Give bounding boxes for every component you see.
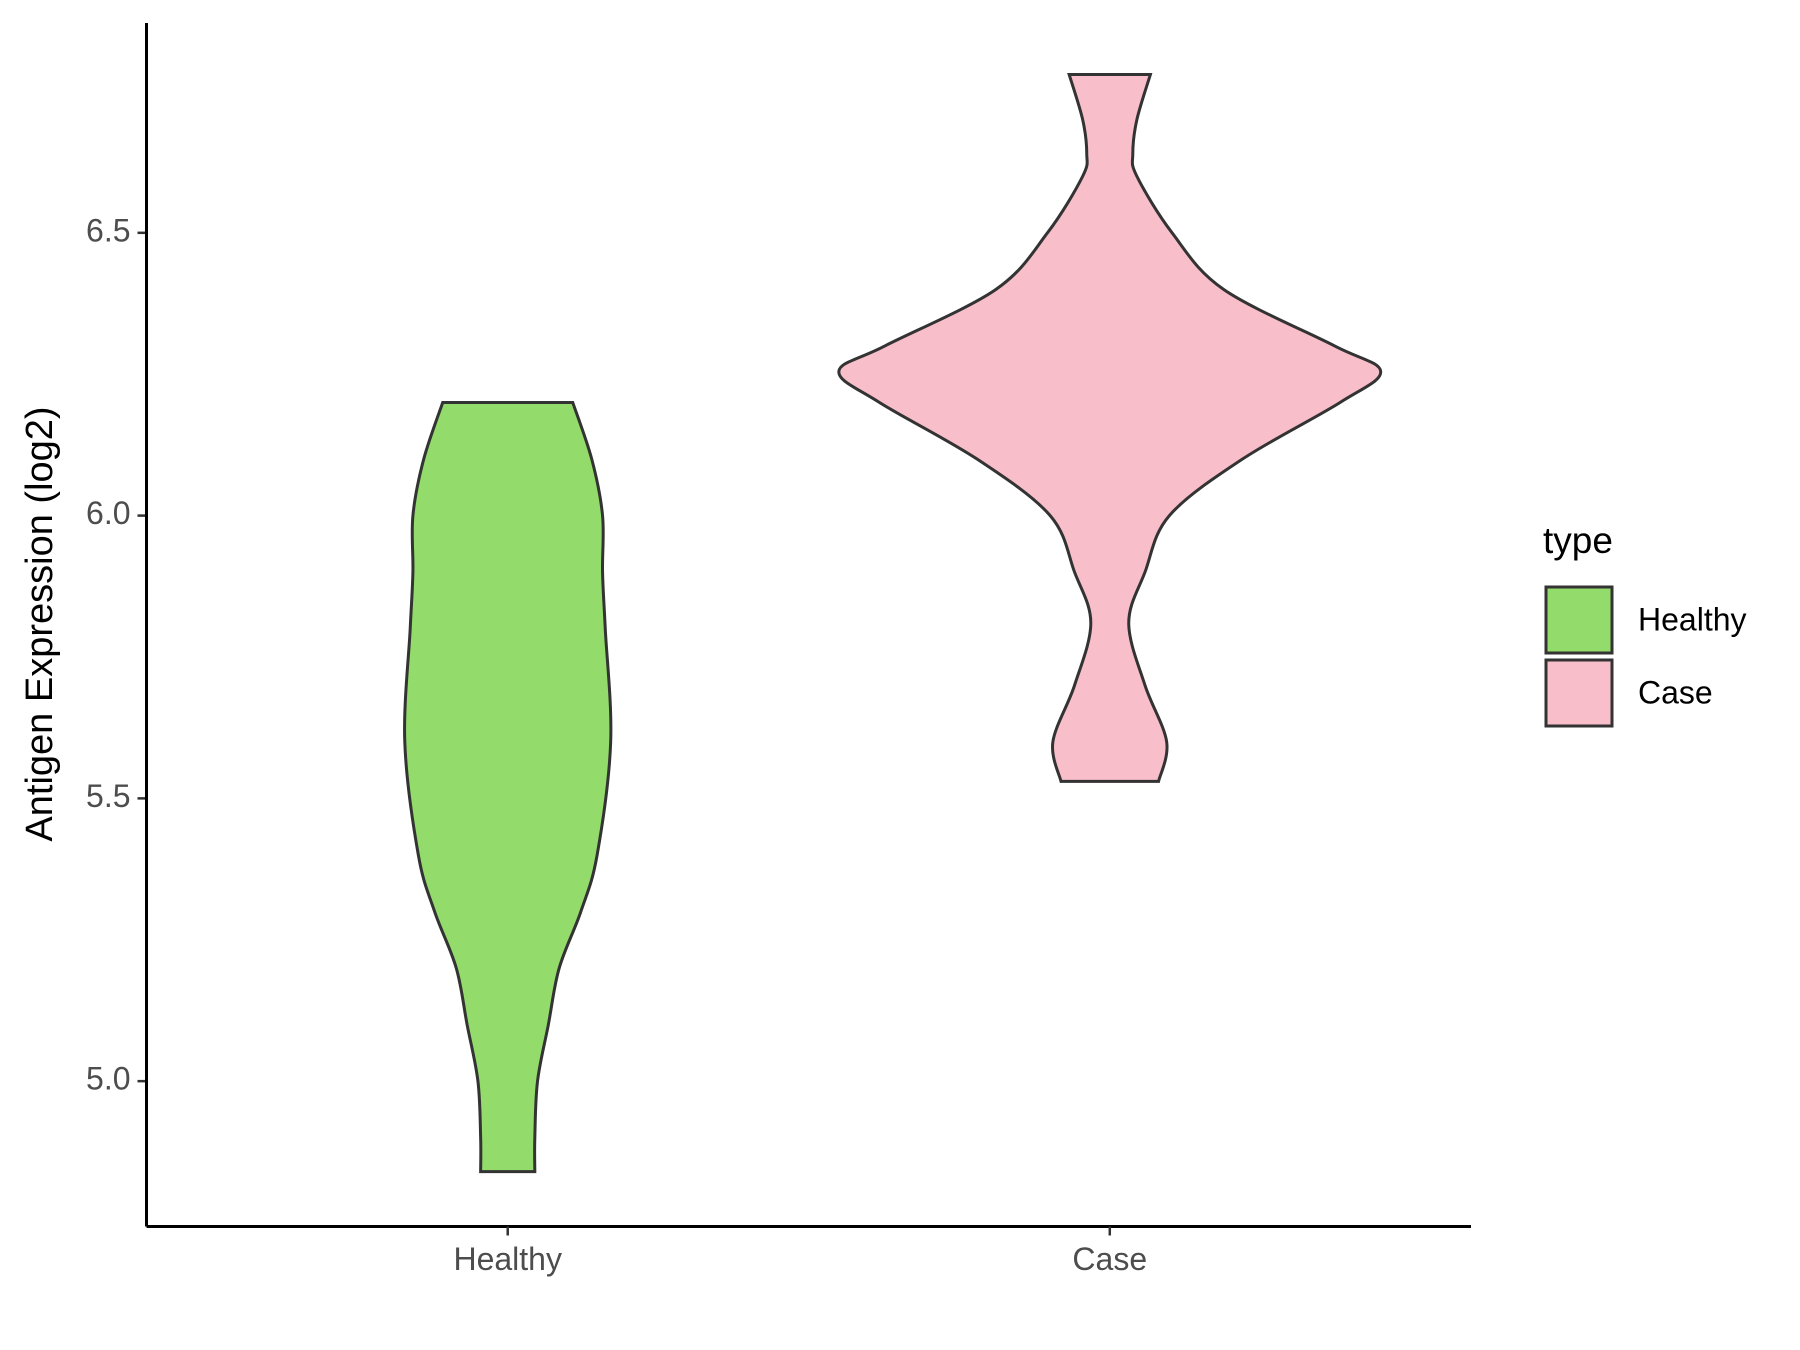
legend-key: [1544, 658, 1614, 728]
legend-label: Healthy: [1638, 601, 1747, 637]
x-tick-label: Healthy: [453, 1241, 562, 1277]
y-tick-label: 5.5: [86, 778, 130, 814]
y-axis-title: Antigen Expression (log2): [19, 406, 61, 841]
legend-title: type: [1543, 520, 1613, 561]
violin: [837, 72, 1383, 783]
y-tick-label: 6.0: [86, 495, 130, 531]
x-tick-label: Case: [1072, 1241, 1147, 1277]
legend-key: [1544, 585, 1614, 655]
violin: [403, 400, 613, 1174]
legend-label: Case: [1638, 674, 1713, 710]
y-tick-label: 5.0: [86, 1061, 130, 1097]
y-tick-label: 6.5: [86, 212, 130, 248]
